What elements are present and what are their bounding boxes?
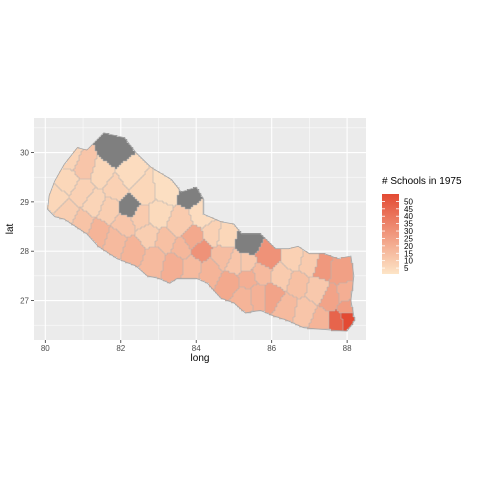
district-region — [171, 237, 191, 259]
district-region — [287, 271, 309, 299]
x-axis-title: long — [191, 353, 210, 364]
district-region — [103, 173, 129, 201]
y-tick-label: 27 — [20, 297, 29, 306]
district-region — [129, 167, 155, 205]
district-region — [63, 147, 83, 171]
district-region — [115, 153, 149, 189]
district-region — [265, 283, 285, 315]
district-region — [337, 281, 353, 303]
district-region — [47, 183, 69, 213]
district-region — [271, 291, 297, 323]
x-tick-label: 80 — [41, 344, 50, 353]
district-region — [307, 305, 329, 329]
district-region-na — [119, 193, 141, 217]
district-region — [53, 199, 79, 223]
legend-label: 10 — [404, 257, 413, 266]
y-tick-label: 30 — [20, 149, 29, 158]
district-region — [305, 277, 329, 305]
legend-label: 5 — [404, 264, 409, 273]
district-region — [189, 199, 215, 229]
district-region — [139, 247, 165, 279]
district-region — [97, 197, 119, 225]
legend-title: # Schools in 1975 — [382, 176, 462, 187]
district-region — [135, 223, 159, 249]
district-region — [87, 217, 111, 249]
legend-label: 15 — [404, 249, 413, 258]
legend-label: 40 — [404, 212, 413, 221]
legend-label: 25 — [404, 234, 413, 243]
district-region — [149, 199, 173, 229]
district-region — [253, 263, 273, 285]
y-tick-label: 28 — [20, 247, 29, 256]
district-region — [217, 221, 239, 247]
district-region — [337, 299, 353, 313]
district-region — [181, 225, 203, 249]
district-region — [319, 283, 339, 311]
legend-label: 50 — [404, 197, 413, 206]
district-region — [237, 269, 257, 289]
district-region — [271, 261, 293, 291]
district-region — [167, 205, 193, 237]
district-region — [131, 205, 149, 231]
district-region — [153, 169, 179, 207]
district-region — [71, 207, 95, 233]
district-region — [329, 257, 353, 285]
district-region — [329, 309, 343, 331]
district-region — [181, 255, 201, 279]
district-region — [225, 249, 241, 275]
district-region — [211, 245, 235, 271]
legend-label: 30 — [404, 227, 413, 236]
district-region — [73, 145, 97, 179]
district-region — [281, 247, 303, 271]
district-region-na — [93, 133, 135, 169]
district-region — [121, 235, 145, 267]
district-region — [191, 239, 213, 263]
map-layer — [47, 132, 356, 332]
district-region — [81, 187, 105, 217]
district-region — [161, 253, 183, 283]
y-axis-title: lat — [5, 223, 16, 234]
y-tick-label: 29 — [20, 198, 29, 207]
x-tick-label: 86 — [267, 344, 276, 353]
district-region — [69, 179, 95, 207]
district-region-na — [177, 187, 203, 209]
legend-label: 20 — [404, 242, 413, 251]
district-region — [293, 297, 317, 327]
district-region — [241, 253, 257, 271]
district-region — [251, 283, 265, 311]
district-region — [103, 227, 127, 259]
district-region — [299, 251, 319, 277]
district-region — [229, 287, 253, 313]
legend-label: 45 — [404, 205, 413, 214]
legend-label: 35 — [404, 220, 413, 229]
x-tick-label: 82 — [116, 344, 125, 353]
district-region — [199, 257, 223, 289]
x-tick-label: 84 — [192, 344, 201, 353]
district-region — [255, 239, 281, 269]
district-region — [155, 227, 177, 255]
x-tick-label: 88 — [343, 344, 352, 353]
district-region — [55, 169, 79, 195]
district-region — [91, 155, 115, 189]
district-region — [201, 219, 221, 247]
country-outline — [47, 132, 356, 332]
district-region — [341, 313, 355, 331]
legend-colorbar — [382, 194, 399, 274]
district-region — [111, 213, 135, 237]
axis-layer: 80 82 84 86 88 27 28 29 30 — [20, 149, 352, 353]
